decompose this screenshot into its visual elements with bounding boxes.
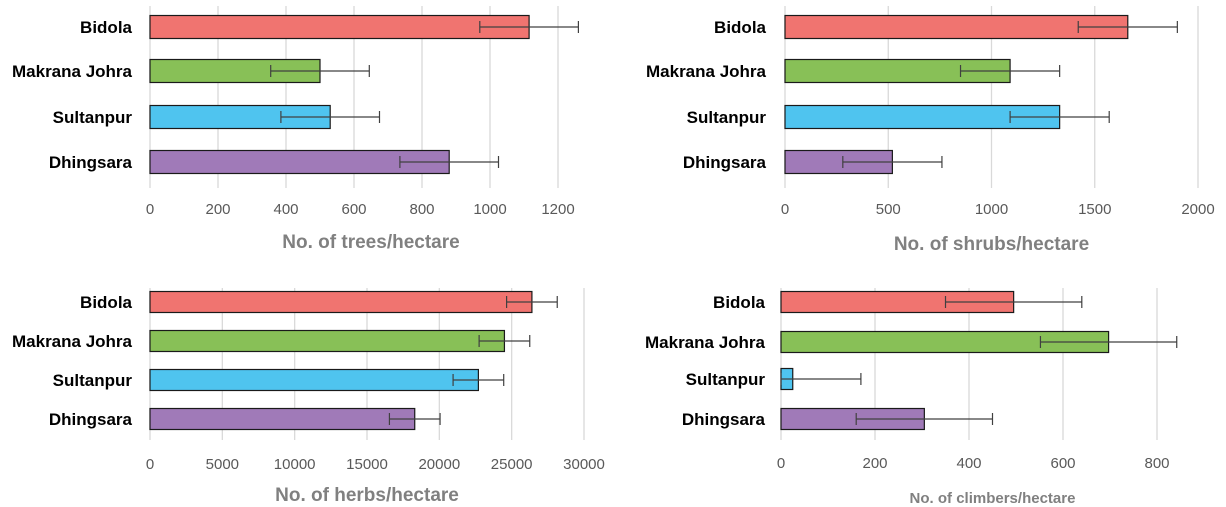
category-label: Bidola <box>80 18 132 37</box>
bar-bidola <box>149 290 533 314</box>
x-tick-label: 15000 <box>346 456 388 473</box>
category-label: Makrana Johra <box>12 62 133 81</box>
x-tick-label: 1500 <box>1078 201 1111 218</box>
x-tick-label: 0 <box>146 201 154 218</box>
error-bar <box>944 296 1083 308</box>
x-tick-label: 500 <box>876 201 901 218</box>
x-tick-label: 200 <box>862 455 887 472</box>
category-label: Sultanpur <box>686 370 766 389</box>
x-tick-label: 2000 <box>1181 201 1214 218</box>
x-axis-title: No. of climbers/hectare <box>910 490 1076 507</box>
x-tick-label: 200 <box>205 201 230 218</box>
chart-panel-4: 0 200 400 600 800 Bidola Makrana Johra Sultanpu… <box>645 288 1178 507</box>
error-bar <box>1077 21 1178 33</box>
error-bar <box>1009 111 1110 123</box>
category-label: Dhingsara <box>49 410 133 429</box>
x-tick-label: 800 <box>409 201 434 218</box>
category-label: Makrana Johra <box>12 332 133 351</box>
x-tick-label: 25000 <box>491 456 533 473</box>
error-bar <box>399 156 500 168</box>
x-tick-label: 400 <box>273 201 298 218</box>
error-bar <box>1039 336 1178 348</box>
error-bar <box>478 335 531 347</box>
x-tick-label: 800 <box>1144 455 1169 472</box>
chart-panel-2: 0 500 1000 1500 2000 Bidola Makrana Johra Sulta… <box>646 6 1215 255</box>
error-bar <box>452 374 505 386</box>
x-tick-label: 20000 <box>418 456 460 473</box>
category-label: Bidola <box>714 18 766 37</box>
category-label: Dhingsara <box>682 410 766 429</box>
error-bar <box>388 413 441 425</box>
error-bar <box>959 65 1061 77</box>
category-label: Dhingsara <box>683 153 767 172</box>
bar-dhingsara <box>149 407 416 431</box>
error-bar <box>842 156 943 168</box>
category-label: Sultanpur <box>53 108 133 127</box>
x-tick-label: 1000 <box>473 201 506 218</box>
category-label: Makrana Johra <box>646 62 767 81</box>
error-bar <box>479 21 580 33</box>
x-axis-title: No. of trees/hectare <box>282 232 459 253</box>
bar-bidola <box>784 14 1129 40</box>
x-tick-label: 400 <box>956 455 981 472</box>
chart-panel-3: 0 5000 10000 15000 20000 25000 30000 Bidola Makr… <box>12 288 605 506</box>
x-tick-label: 5000 <box>206 456 239 473</box>
category-label: Bidola <box>80 293 132 312</box>
bar-bidola <box>149 14 530 40</box>
x-tick-label: 1000 <box>975 201 1008 218</box>
x-axis-title: No. of herbs/hectare <box>275 485 459 506</box>
x-tick-label: 1200 <box>541 201 574 218</box>
x-tick-label: 30000 <box>563 456 605 473</box>
category-label: Sultanpur <box>687 108 767 127</box>
error-bar <box>780 373 862 385</box>
category-label: Dhingsara <box>49 153 133 172</box>
error-bar <box>506 296 558 308</box>
error-bar <box>855 413 994 425</box>
error-bar <box>270 65 370 77</box>
bar-makrana-johra <box>149 329 506 353</box>
x-tick-label: 600 <box>341 201 366 218</box>
x-tick-label: 600 <box>1050 455 1075 472</box>
bar-sultanpur <box>149 368 479 392</box>
x-axis-title: No. of shrubs/hectare <box>894 234 1089 255</box>
x-tick-label: 0 <box>146 456 154 473</box>
x-tick-label: 0 <box>777 455 785 472</box>
x-tick-label: 0 <box>781 201 789 218</box>
x-tick-label: 10000 <box>274 456 316 473</box>
category-label: Bidola <box>713 293 765 312</box>
error-bar <box>280 111 381 123</box>
category-label: Makrana Johra <box>645 333 766 352</box>
chart-panel-1: 0 200 400 600 800 1000 1200 Bidola Makrana Johra… <box>12 6 580 253</box>
category-label: Sultanpur <box>53 371 133 390</box>
